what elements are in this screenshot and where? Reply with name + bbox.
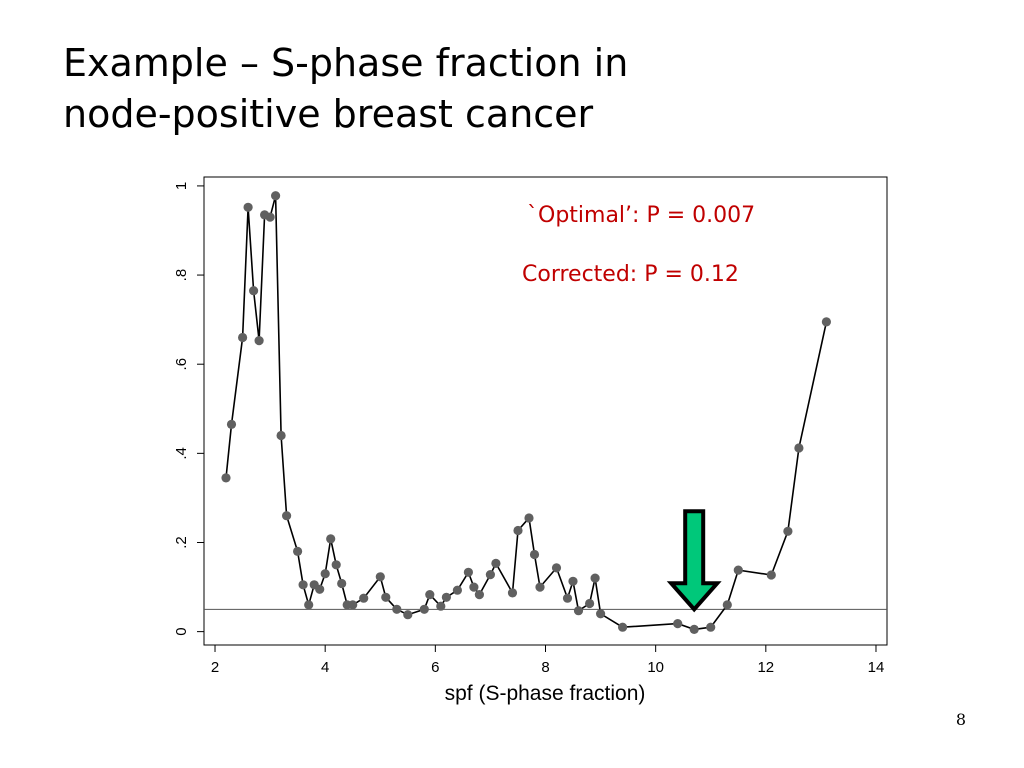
y-tick-label: .4 xyxy=(173,447,190,460)
x-tick-label: 2 xyxy=(211,659,219,676)
data-point xyxy=(551,563,562,573)
data-point xyxy=(573,606,584,616)
data-point xyxy=(348,600,358,610)
data-point xyxy=(254,336,264,346)
data-point xyxy=(568,576,578,586)
data-point xyxy=(596,609,606,619)
slide-title-line-2: node-positive breast cancer xyxy=(63,92,594,136)
data-point xyxy=(590,573,600,583)
data-point xyxy=(293,546,303,557)
data-point xyxy=(618,622,628,632)
y-tick-label: .6 xyxy=(173,358,190,371)
data-point xyxy=(469,582,479,592)
data-point xyxy=(304,600,314,610)
data-point xyxy=(524,513,534,523)
data-point xyxy=(315,584,325,594)
y-tick-label: .2 xyxy=(173,536,190,549)
arrow-marker xyxy=(666,509,722,613)
data-point xyxy=(392,604,402,614)
data-point xyxy=(441,592,451,602)
data-point xyxy=(529,549,540,560)
x-tick-label: 8 xyxy=(541,659,549,676)
data-point xyxy=(375,572,385,582)
data-point xyxy=(485,570,495,580)
x-tick-label: 6 xyxy=(431,659,439,676)
data-point xyxy=(722,600,732,610)
data-point xyxy=(585,598,595,609)
data-point xyxy=(491,558,501,569)
data-point xyxy=(326,534,336,544)
x-tick-label: 10 xyxy=(647,659,664,676)
series-markers xyxy=(221,191,832,635)
plot-frame xyxy=(203,176,888,646)
data-point xyxy=(733,565,743,575)
data-point xyxy=(331,560,341,570)
data-point xyxy=(562,593,573,603)
data-point xyxy=(463,567,473,577)
data-point xyxy=(249,286,259,296)
data-point xyxy=(706,622,716,632)
y-tick-label: 1 xyxy=(173,182,190,190)
data-point xyxy=(282,511,292,521)
data-point xyxy=(320,569,330,579)
y-tick-label: .8 xyxy=(173,269,190,282)
data-point xyxy=(436,601,446,611)
x-axis-label: spf (S-phase fraction) xyxy=(445,682,646,705)
data-point xyxy=(689,624,699,635)
data-point xyxy=(783,526,793,536)
data-point xyxy=(425,590,435,600)
y-tick-label: 0 xyxy=(173,627,190,635)
data-point xyxy=(821,317,832,327)
x-tick-label: 12 xyxy=(757,659,774,676)
slide-title-line-1: Example – S-phase fraction in xyxy=(63,41,629,85)
data-point xyxy=(794,443,804,453)
data-point xyxy=(474,590,484,600)
data-point xyxy=(271,191,281,201)
data-point xyxy=(359,593,369,603)
data-point xyxy=(381,592,391,602)
data-point xyxy=(507,588,518,598)
data-point xyxy=(673,619,683,629)
data-point xyxy=(419,604,429,614)
annotation-optimal-p: `Optimal’: P = 0.007 xyxy=(527,203,755,228)
data-point xyxy=(243,202,253,212)
x-tick-label: 4 xyxy=(321,659,329,676)
data-point xyxy=(452,585,462,595)
data-point xyxy=(265,212,275,222)
data-point xyxy=(221,473,231,483)
x-axis: 2 4 6 8 10 12 14 xyxy=(211,645,884,676)
y-axis: 0 .2 .4 .6 .8 1 xyxy=(173,182,204,636)
data-point xyxy=(513,525,523,536)
data-point xyxy=(766,570,776,580)
data-point xyxy=(298,580,308,590)
data-point xyxy=(276,430,286,441)
data-point xyxy=(337,578,347,589)
annotation-corrected-p: Corrected: P = 0.12 xyxy=(522,262,739,287)
data-point xyxy=(403,610,413,620)
page-number: 8 xyxy=(955,710,966,729)
data-point xyxy=(226,419,237,429)
data-point xyxy=(535,582,545,592)
slide-title: Example – S-phase fraction in node-posit… xyxy=(63,38,628,140)
data-point xyxy=(238,332,248,343)
x-tick-label: 14 xyxy=(868,659,885,676)
